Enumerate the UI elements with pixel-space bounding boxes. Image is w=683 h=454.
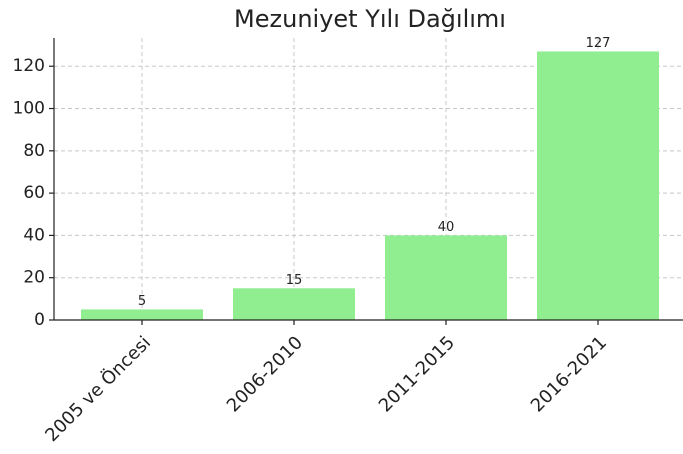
x-tick-label: 2005 ve Öncesi bbox=[41, 332, 155, 446]
y-tick-label: 100 bbox=[13, 99, 45, 119]
data-label: 127 bbox=[586, 36, 611, 51]
data-label: 15 bbox=[286, 273, 303, 288]
bar bbox=[233, 288, 355, 320]
y-tick-label: 60 bbox=[23, 183, 45, 203]
bar bbox=[385, 235, 507, 320]
x-tick-label: 2016-2021 bbox=[527, 332, 611, 416]
x-tick-label: 2011-2015 bbox=[375, 332, 459, 416]
bar bbox=[81, 309, 203, 320]
y-tick-label: 40 bbox=[23, 225, 45, 245]
data-label: 5 bbox=[138, 294, 146, 309]
y-tick-label: 80 bbox=[23, 141, 45, 161]
chart-title: Mezuniyet Yılı Dağılımı bbox=[234, 5, 506, 33]
x-tick-label: 2006-2010 bbox=[223, 332, 307, 416]
y-tick-label: 120 bbox=[13, 56, 45, 76]
data-label: 40 bbox=[438, 220, 455, 235]
y-tick-label: 20 bbox=[23, 268, 45, 288]
y-tick-label: 0 bbox=[34, 310, 45, 330]
bar bbox=[537, 51, 659, 321]
